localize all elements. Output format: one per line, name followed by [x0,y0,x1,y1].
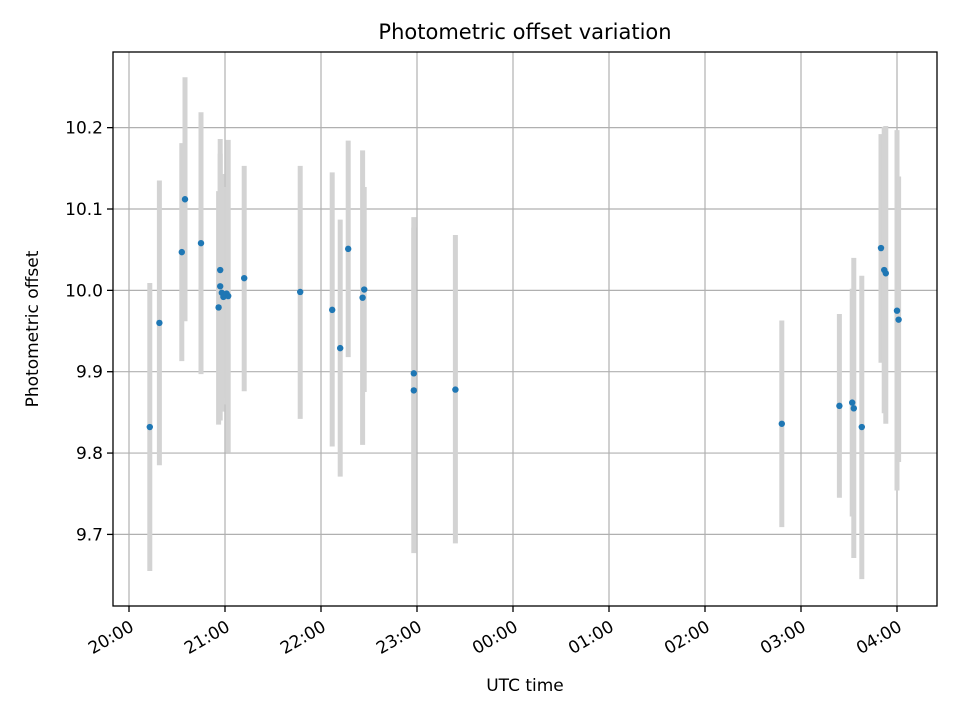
data-point [181,196,189,203]
data-point [410,387,417,394]
data-point [215,304,222,311]
data-point [893,307,901,314]
data-point [452,386,459,393]
data-point [197,239,205,247]
data-point [156,319,163,327]
data-point [146,423,153,431]
y-tick-label: 9.8 [76,444,103,464]
data-point [778,420,785,427]
data-point [241,274,248,282]
plot-frame [112,51,938,607]
data-point [345,245,352,253]
x-axis-label: UTC time [486,676,564,696]
data-point [337,344,344,352]
data-points [146,196,902,431]
data-point [877,244,885,252]
data-point [882,270,889,277]
data-point [359,294,366,301]
data-point [850,405,857,412]
data-point [225,292,232,300]
data-point [895,316,902,323]
data-point [836,402,843,410]
data-point [178,248,185,256]
chart-title: Photometric offset variation [378,20,671,44]
y-tick-label: 9.7 [76,525,103,545]
y-axis-label: Photometric offset [23,250,43,407]
data-point [361,286,368,293]
data-point [329,306,336,314]
data-point [410,370,417,377]
y-tick-label: 10.1 [65,200,103,220]
data-point [217,283,224,290]
y-tick-label: 10.2 [65,119,103,139]
data-point [858,423,865,431]
data-point [217,266,224,274]
y-axis-ticks: 9.7 9.8 9.9 10.0 10.1 10.2 [65,119,113,545]
y-tick-label: 10.0 [65,281,103,301]
grid-lines [113,52,937,606]
y-tick-label: 9.9 [76,363,103,383]
data-point [297,288,304,296]
data-point [849,399,856,406]
